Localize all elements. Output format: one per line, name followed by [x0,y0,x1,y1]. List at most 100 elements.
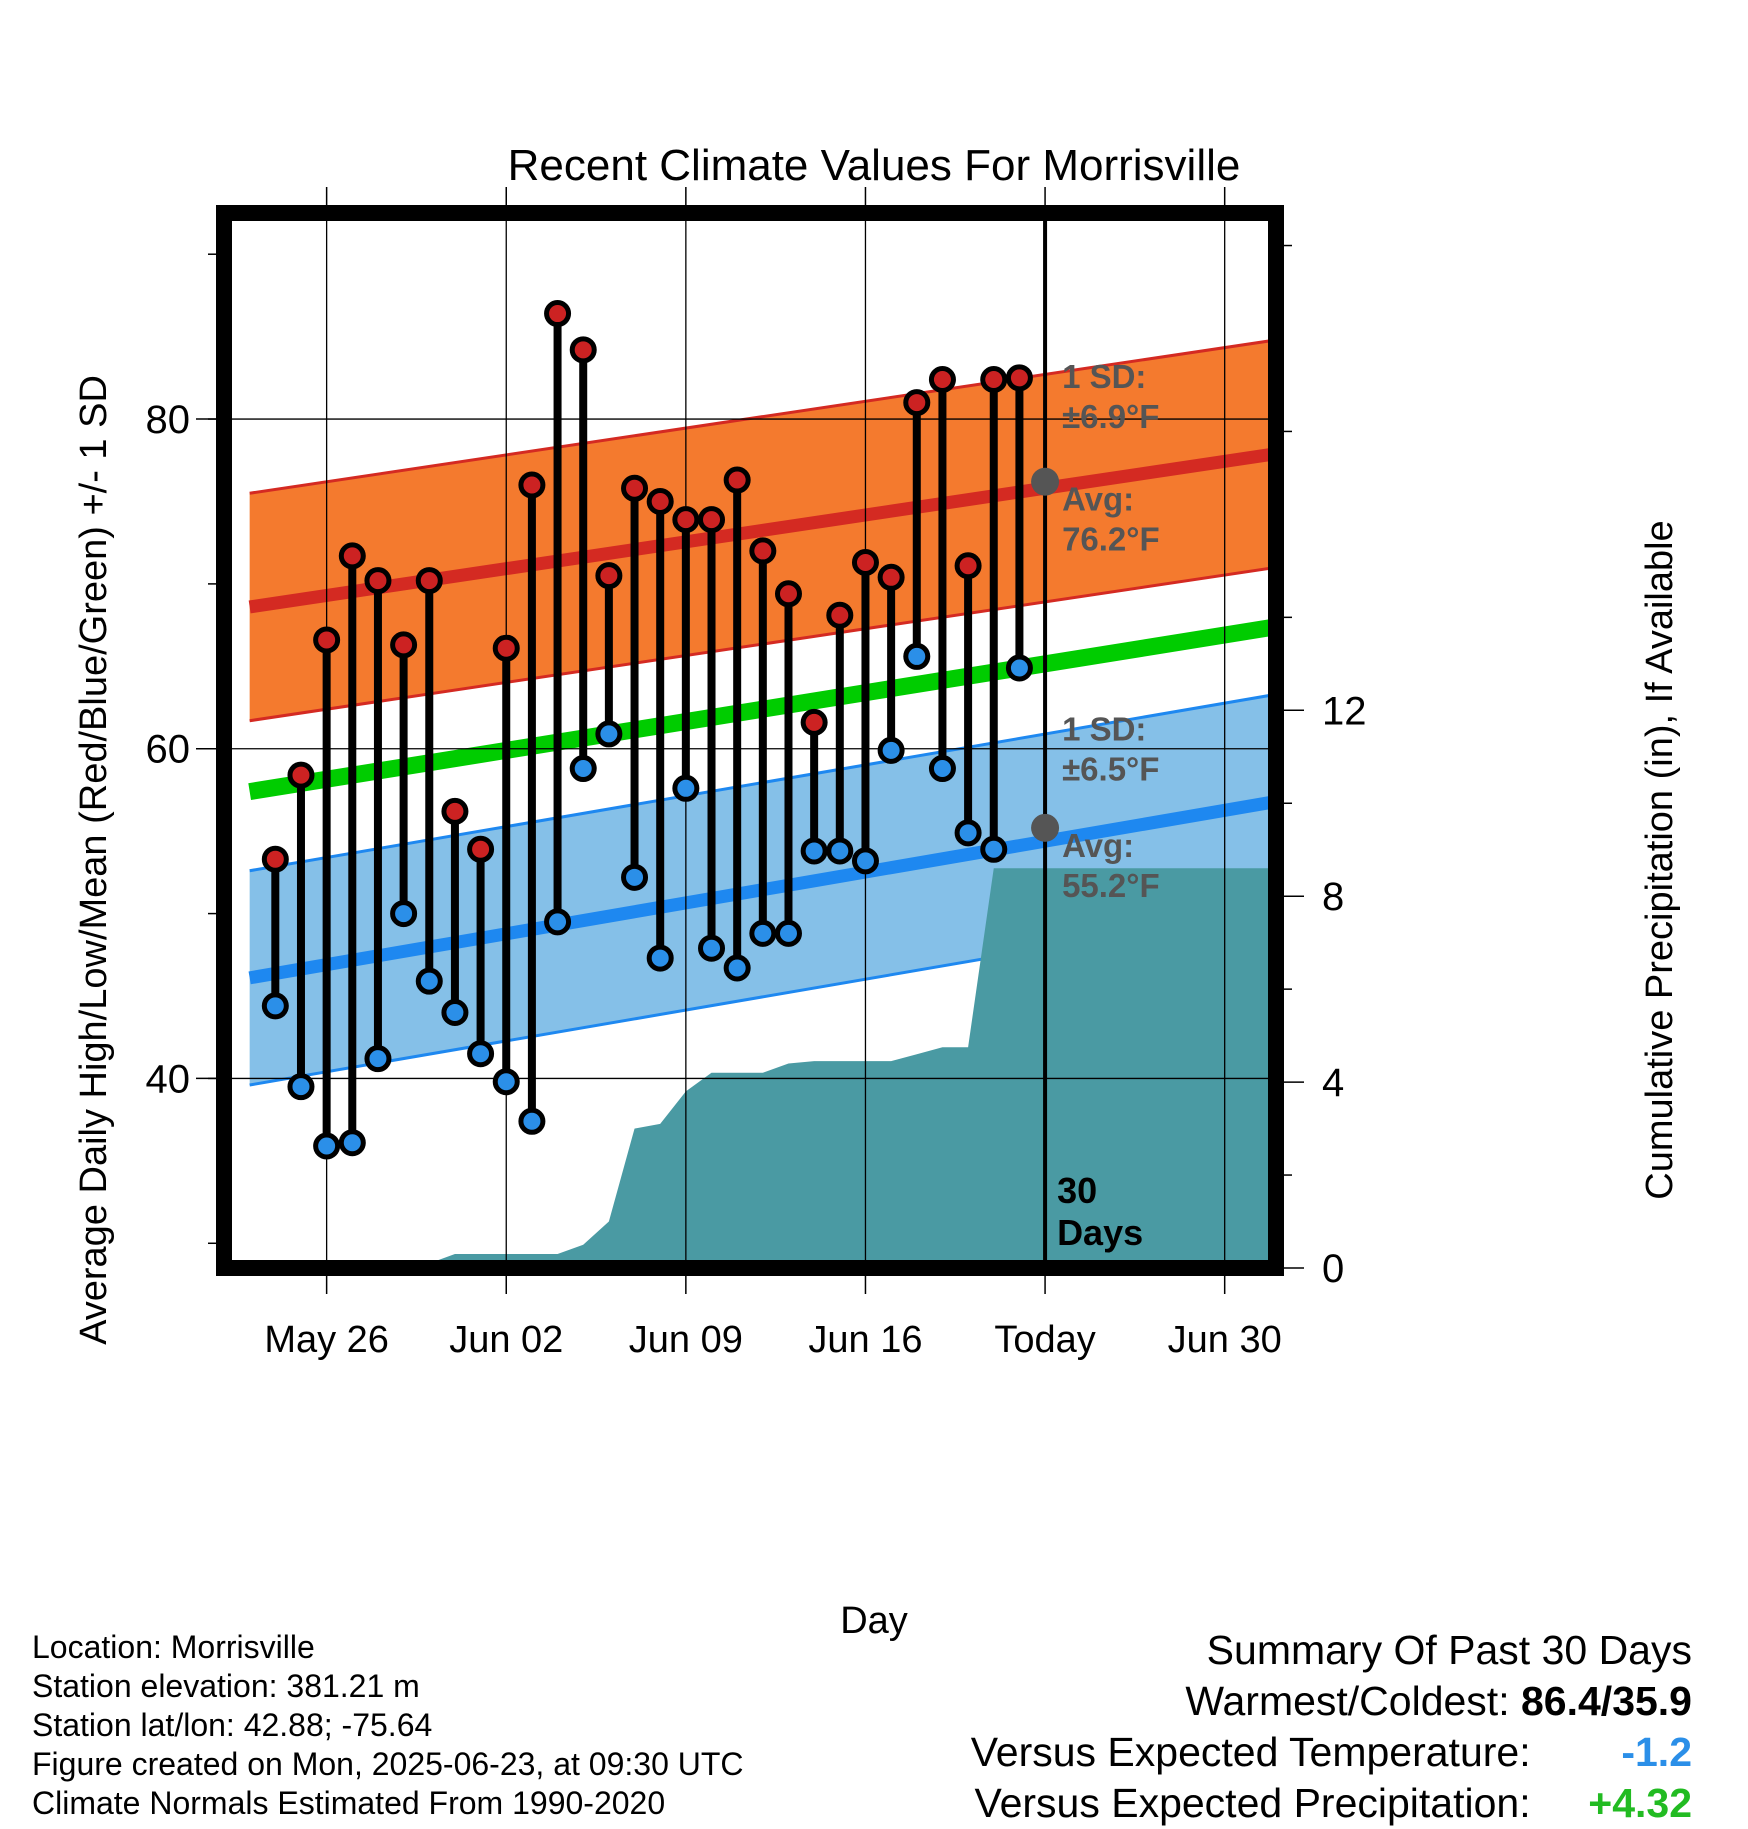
high-sd-band-upper-edge [249,338,1277,495]
low-avg-label: Avg: [1062,827,1134,864]
low-temp-point [621,863,649,891]
low-temp-point [467,1040,495,1068]
y2-tick-label: 12 [1322,689,1367,733]
location-text: Location: Morrisville [32,1629,315,1665]
high-avg-label: Avg: [1062,481,1134,518]
summary-title: Summary Of Past 30 Days [1206,1627,1692,1673]
high-temp-point [1005,364,1033,392]
temp-vs-expected-label: Versus Expected Temperature: [970,1729,1531,1775]
low-avg-today-dot [1031,813,1060,842]
high-temp-point [569,336,597,364]
low-temp-point [441,998,469,1026]
high-temp-point [621,474,649,502]
high-temp-point [441,797,469,825]
low-avg-value: 55.2°F [1062,867,1160,904]
created-text: Figure created on Mon, 2025-06-23, at 09… [32,1746,744,1782]
low-temp-point [749,919,777,947]
high-temp-point [492,634,520,662]
y2-tick-label: 4 [1322,1061,1344,1105]
y-axis-label: Average Daily High/Low/Mean (Red/Blue/Gr… [73,375,115,1345]
high-temp-point [723,466,751,494]
low-temp-point [774,919,802,947]
low-temp-point [415,967,443,995]
high-temp-point [774,580,802,608]
high-temp-point [287,761,315,789]
y-tick-label: 60 [146,728,191,772]
y-tick-label: 80 [146,398,191,442]
x-tick-label: Jun 09 [629,1319,743,1361]
precip-area [249,868,1276,1268]
precip-vs-expected-label: Versus Expected Precipitation: [974,1780,1531,1826]
low-temp-point [826,837,854,865]
high-sd-value: ±6.9°F [1062,398,1159,435]
days-unit-label: Days [1057,1212,1143,1253]
y-tick-label: 40 [146,1057,191,1101]
x-tick-label: May 26 [264,1319,389,1361]
precip-vs-expected-value: +4.32 [1588,1780,1692,1826]
high-temp-point [338,542,366,570]
summary-panel: Summary Of Past 30 Days Warmest/Coldest:… [971,1625,1692,1829]
high-temp-point [646,487,674,515]
high-temp-point [672,506,700,534]
summary-warm-cold-row: Warmest/Coldest: 86.4/35.9 [971,1676,1692,1727]
high-temp-point [544,300,572,328]
high-temp-point [877,563,905,591]
y2-axis-label: Cumulative Precipitation (in), If Availa… [1639,520,1681,1199]
low-temp-point [928,755,956,783]
high-temp-point [928,365,956,393]
summary-temp-row: Versus Expected Temperature: -1.2 [971,1727,1692,1778]
low-temp-point [313,1132,341,1160]
warm-cold-label: Warmest/Coldest: [1185,1678,1510,1724]
low-temp-point [980,835,1008,863]
low-temp-point [364,1045,392,1073]
temp-vs-expected-value: -1.2 [1621,1729,1692,1775]
high-temp-point [980,365,1008,393]
low-temp-point [569,755,597,783]
low-temp-point [492,1068,520,1096]
low-temp-point [954,819,982,847]
chart-title: Recent Climate Values For Morrisville [508,141,1241,190]
plot-frame [216,205,1284,1276]
high-avg-value: 76.2°F [1062,521,1160,558]
low-temp-point [338,1129,366,1157]
latlon-text: Station lat/lon: 42.88; -75.64 [32,1707,433,1743]
elevation-text: Station elevation: 381.21 m [32,1668,420,1704]
normals-text: Climate Normals Estimated From 1990-2020 [32,1785,666,1821]
high-temp-point [698,506,726,534]
high-temp-point [903,389,931,417]
low-temp-point [544,908,572,936]
low-temp-point [646,944,674,972]
warm-cold-value: 86.4/35.9 [1521,1678,1692,1724]
days-count-label: 30 [1057,1170,1097,1211]
high-temp-point [364,567,392,595]
summary-precip-row: Versus Expected Precipitation: +4.32 [971,1778,1693,1829]
high-temp-point [518,471,546,499]
high-temp-point [467,835,495,863]
high-temp-point [749,537,777,565]
high-temp-point [954,552,982,580]
low-temp-point [723,954,751,982]
high-temp-point [800,708,828,736]
low-temp-point [698,934,726,962]
low-temp-point [261,992,289,1020]
x-tick-label: Today [994,1319,1095,1361]
low-temp-point [518,1107,546,1135]
x-tick-label: Jun 30 [1168,1319,1282,1361]
x-axis-label: Day [840,1600,908,1642]
high-temp-point [261,845,289,873]
y2-tick-label: 8 [1322,875,1344,919]
x-tick-label: Jun 02 [449,1319,563,1361]
low-sd-value: ±6.5°F [1062,751,1159,788]
high-avg-today-dot [1031,467,1060,496]
low-temp-point [903,642,931,670]
low-temp-point [1005,654,1033,682]
low-temp-point [877,736,905,764]
low-temp-point [390,900,418,928]
high-sd-label: 1 SD: [1062,358,1146,395]
high-temp-point [390,631,418,659]
high-temp-point [313,626,341,654]
low-temp-point [672,774,700,802]
low-sd-label: 1 SD: [1062,711,1146,748]
low-temp-point [595,720,623,748]
y2-tick-label: 0 [1322,1247,1344,1291]
